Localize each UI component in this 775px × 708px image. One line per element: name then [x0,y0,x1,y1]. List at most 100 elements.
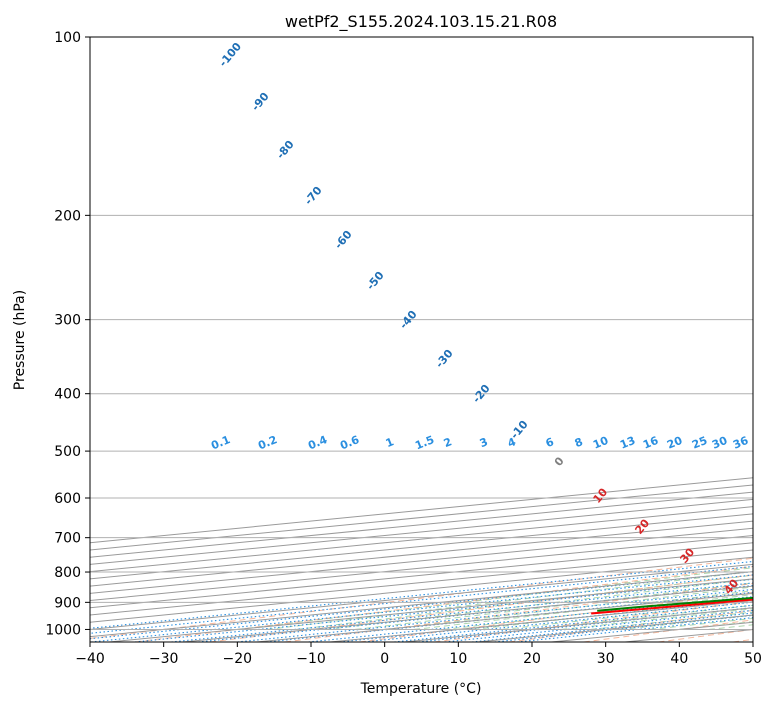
moist-adiabat-line [708,624,753,630]
plot-frame [89,36,754,643]
dry-adiabat-line [210,574,753,642]
y-tick-label: 600 [54,491,81,507]
dry-adiabat-label: -70 [302,184,325,208]
moist-adiabat-label: 10 [590,485,610,505]
x-axis-label: Temperature (°C) [360,681,482,697]
isotherm-line [90,520,753,587]
isotherm-line [90,477,753,544]
mixing-ratio-label: 2 [442,435,454,450]
y-tick-label: 700 [54,531,81,547]
mixing-ratio-label: 36 [731,434,750,452]
mixing-ratio-line [90,565,753,634]
moist-adiabat-line [443,594,753,630]
moist-adiabat-line [384,586,753,630]
y-axis-ticks: 100 200 300 400 500 600 700 800 900 1000 [45,30,90,638]
mixing-ratio-label: 1.5 [413,433,436,452]
moist-adiabat-line [237,567,753,630]
x-tick-label: −20 [223,651,253,667]
isotherm-line [90,542,753,609]
mixing-ratio-label: 6 [544,435,556,450]
dry-adiabat-label: -30 [433,347,456,371]
dry-adiabat-line [658,628,753,642]
dry-adiabat-label: -60 [332,228,355,252]
mixing-ratio-label: 25 [690,434,709,452]
x-tick-label: 50 [744,651,762,667]
isotherm-line [330,600,753,642]
dry-adiabat-label: -90 [249,90,272,114]
moist-adiabat-line [531,604,753,630]
moist-adiabat-label: 20 [632,516,652,536]
x-tick-label: 30 [597,651,615,667]
line-labels: -100-90-80-70-60-50-40-30-20-100.1 0.2 0.4… [209,40,750,597]
isotherm-line [90,556,753,623]
y-tick-label: 200 [54,208,81,224]
mixing-ratio-label: 16 [641,434,660,452]
moist-adiabat-line [561,608,753,630]
mixing-ratio-label: 3 [478,435,490,450]
dry-adiabat-line [359,591,753,642]
dry-adiabat-line [508,609,753,642]
mixing-ratio-label: 13 [618,434,637,452]
y-tick-label: 300 [54,313,81,329]
pressure-gridlines [90,37,753,630]
dry-adiabat-label: -50 [364,269,387,293]
dry-adiabat-label: -20 [470,382,493,406]
dry-adiabat-label: -40 [397,308,420,332]
y-tick-label: 100 [54,30,81,46]
mixing-ratio-line [237,588,753,642]
isotherm-line [90,535,753,602]
isotherm-line [90,491,753,558]
x-tick-label: 0 [380,651,389,667]
moist-adiabat-line [502,601,753,630]
isotherm-line [90,498,753,565]
mixing-ratio-label: 1 [384,435,396,450]
moist-adiabat-line [590,611,753,630]
mixing-ratio-label: 0.4 [306,433,329,452]
isotherm-line [90,563,753,630]
y-tick-label: 1000 [45,622,81,638]
dry-adiabat-line [284,582,753,642]
y-tick-label: 900 [54,595,81,611]
x-tick-label: 40 [670,651,688,667]
isotherm-line [90,513,753,580]
isotherm-line [90,527,753,594]
mixing-ratio-label: 30 [710,434,729,452]
mixing-ratio-label: 0.2 [256,433,279,452]
dry-adiabat-line [434,600,753,642]
dry-adiabats [90,557,753,642]
x-tick-label: −40 [75,651,105,667]
dry-adiabat-line [733,638,753,642]
mixing-ratio-line [90,560,753,629]
mixing-ratio-label: 8 [573,435,585,450]
moist-adiabat-line [649,617,753,630]
dewpoint-profile-line [597,596,753,612]
moist-adiabat-line [355,582,753,630]
mixing-ratio-label: 10 [591,434,610,452]
y-axis-label: Pressure (hPa) [12,290,28,390]
y-tick-label: 400 [54,387,81,403]
moist-adiabat-line [266,570,753,630]
moist-adiabat-line [414,590,753,630]
dry-adiabat-label: -100 [216,40,244,70]
x-tick-label: 10 [449,651,467,667]
dry-adiabat-line [90,557,753,639]
dry-adiabat-label: -80 [274,138,297,162]
isotherm-line [624,628,753,642]
mixing-ratio-label: 20 [665,434,684,452]
y-tick-label: 500 [54,444,81,460]
isotherm-line [90,484,753,551]
x-tick-label: −10 [296,651,326,667]
plot-background: -100-90-80-70-60-50-40-30-20-100.1 0.2 0.4… [90,37,753,642]
moist-adiabat-line [679,621,753,630]
x-axis-ticks: −40 −30 −20 −10 0 10 20 30 40 50 [75,642,762,667]
dry-adiabat-line [135,566,753,642]
x-tick-label: −30 [149,651,179,667]
x-tick-label: 20 [523,651,541,667]
isotherm-line [90,506,753,573]
isotherm-line [90,549,753,616]
chart-title: wetPf2_S155.2024.103.15.21.R08 [285,12,557,32]
moist-adiabat-label: 0 [552,454,567,468]
isotherms [90,477,753,642]
moist-adiabats [237,567,753,630]
